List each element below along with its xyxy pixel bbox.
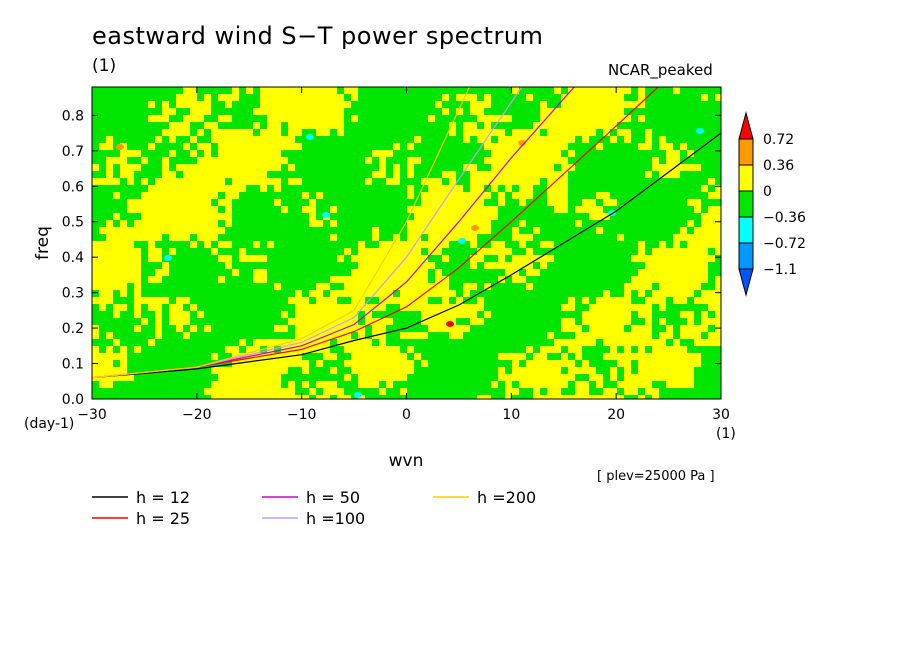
- y-axis-unit: (day-1): [24, 416, 74, 432]
- heatmap-positive-cells: [92, 87, 721, 399]
- axes: −30 −20 −10 0 10 20 30 0.0 0.1 0.2 0.3 0.4 0.5 0.6 0.7…: [24, 87, 736, 471]
- heatmap-spot: [164, 255, 172, 261]
- curve-200: [92, 87, 470, 379]
- value-unit: (1): [92, 56, 117, 76]
- y-tick-label: 0.4: [62, 250, 84, 266]
- curve-12: [92, 132, 721, 379]
- colorbar-label: −1.1: [763, 262, 797, 278]
- plev-note: [ plev=25000 Pa ]: [597, 469, 715, 484]
- y-tick-label: 0.3: [62, 286, 84, 302]
- colorbar-band: [738, 242, 754, 270]
- heatmap-spot: [306, 134, 314, 140]
- x-axis-title: wvn: [389, 451, 424, 471]
- x-tick-label: −10: [287, 407, 317, 423]
- y-axis-title: freq: [33, 226, 53, 260]
- colorbar-band: [738, 138, 754, 166]
- legend-label-100: h =100: [306, 509, 365, 528]
- colorbar-label: 0.36: [763, 158, 794, 174]
- y-tick-label: 0.7: [62, 144, 84, 160]
- x-tick-label: −20: [182, 407, 212, 423]
- heatmap-spot: [322, 212, 330, 218]
- y-tick-label: 0.6: [62, 179, 84, 195]
- y-tick-label: 0.1: [62, 357, 84, 373]
- legend-label-50: h = 50: [306, 488, 360, 507]
- y-tick-label: 0.5: [62, 215, 84, 231]
- colorbar: 0.72 0.36 0 −0.36 −0.72 −1.1: [738, 111, 806, 297]
- curve-25: [92, 87, 659, 379]
- x-tick-label: 20: [607, 407, 625, 423]
- heatmap-spot: [116, 144, 124, 150]
- colorbar-label: 0: [763, 184, 772, 200]
- x-tick-label: 10: [502, 407, 520, 423]
- y-tick-label: 0.0: [62, 392, 84, 408]
- y-tick-label: 0.2: [62, 321, 84, 337]
- dispersion-curves: [92, 87, 721, 379]
- heatmap-spot: [354, 392, 362, 398]
- heatmap-spot: [518, 140, 526, 146]
- y-tick-label: 0.8: [62, 108, 84, 124]
- colorbar-arrow-top: [738, 111, 754, 140]
- colorbar-arrow-bottom: [738, 268, 754, 297]
- legend-label-200: h =200: [477, 488, 536, 507]
- heatmap-spot: [471, 225, 479, 231]
- colorbar-label: 0.72: [763, 132, 794, 148]
- heatmap-spot: [458, 238, 466, 244]
- heatmap-field: [92, 87, 721, 399]
- legend-label-25: h = 25: [136, 509, 190, 528]
- chart-title: eastward wind S−T power spectrum: [92, 22, 544, 50]
- colorbar-band: [738, 216, 754, 244]
- x-axis-unit: (1): [716, 426, 736, 442]
- x-tick-label: 30: [712, 407, 730, 423]
- colorbar-band: [738, 164, 754, 192]
- heatmap-spot: [446, 321, 454, 327]
- x-tick-label: 0: [402, 407, 411, 423]
- colorbar-band: [738, 190, 754, 218]
- heatmap-spot: [696, 128, 704, 134]
- colorbar-label: −0.72: [763, 236, 806, 252]
- x-tick-label: −30: [77, 407, 107, 423]
- legend-label-12: h = 12: [136, 488, 190, 507]
- dataset-label: NCAR_peaked: [608, 61, 713, 79]
- colorbar-label: −0.36: [763, 210, 806, 226]
- legend: h = 12 h = 25 h = 50 h =100 h =200: [92, 488, 536, 528]
